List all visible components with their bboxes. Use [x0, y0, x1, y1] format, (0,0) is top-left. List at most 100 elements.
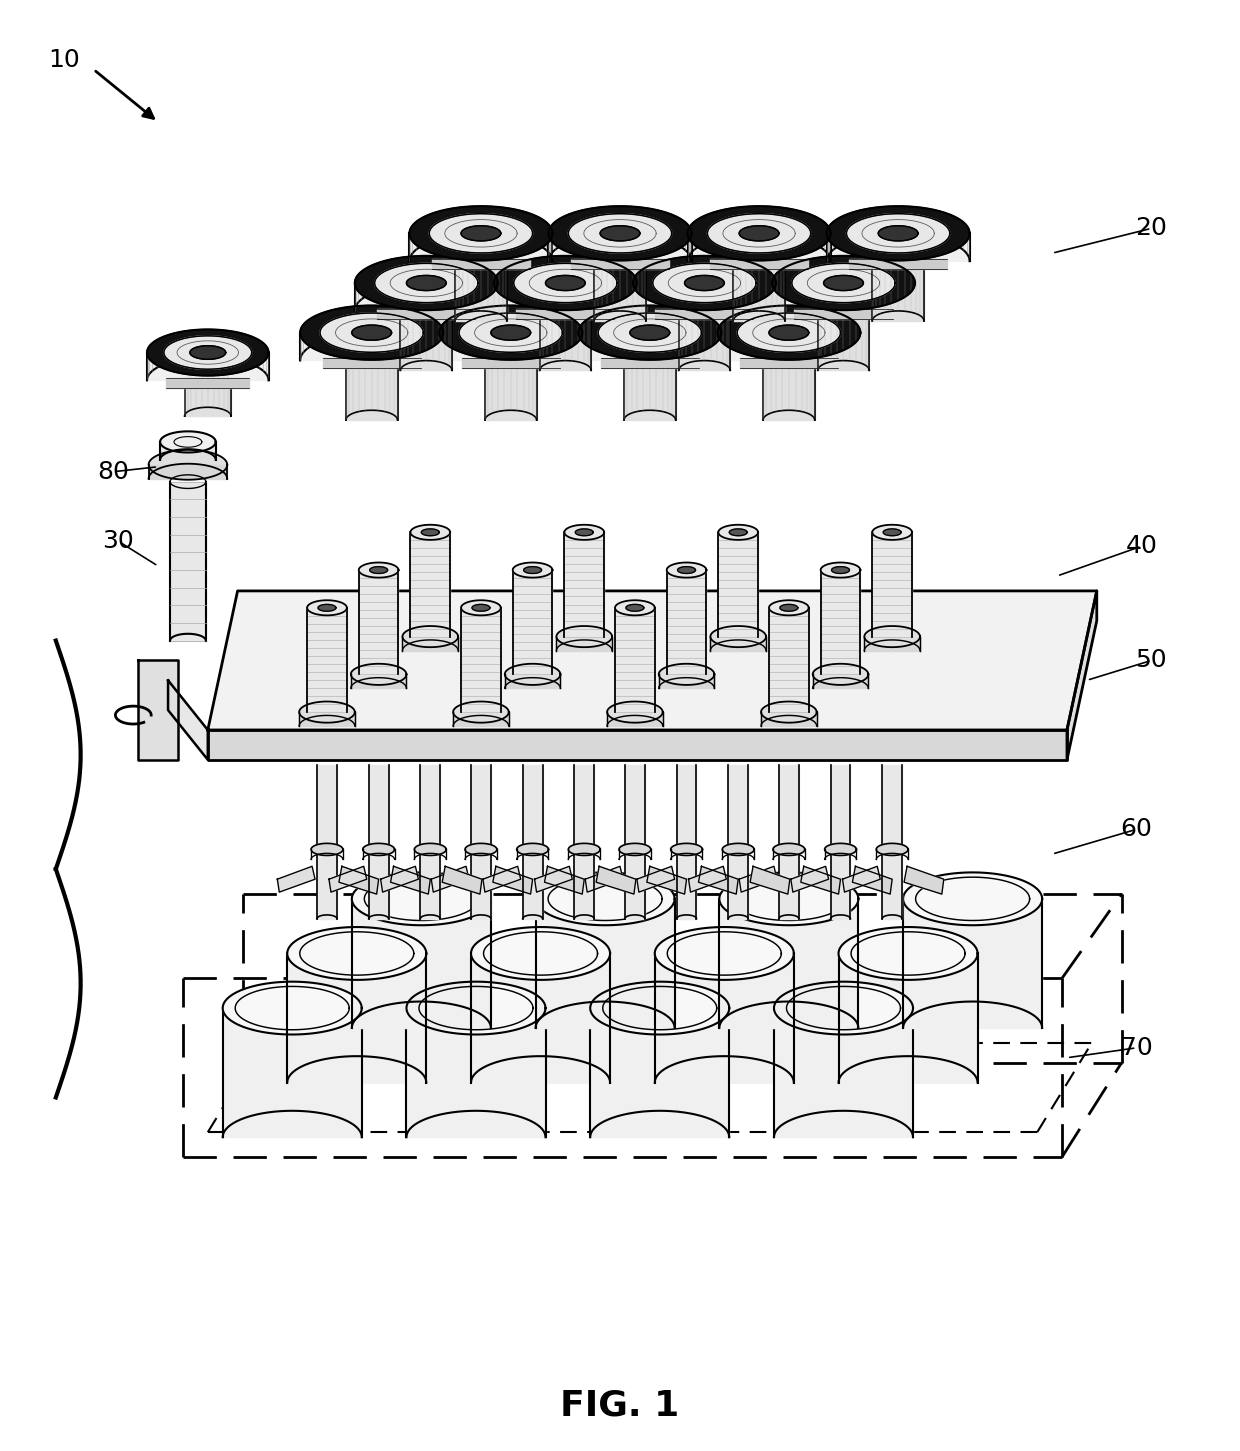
Polygon shape	[432, 866, 469, 892]
Polygon shape	[494, 255, 637, 311]
Polygon shape	[358, 570, 398, 675]
Polygon shape	[739, 226, 779, 241]
Polygon shape	[288, 927, 427, 979]
Text: 20: 20	[1136, 216, 1167, 241]
Polygon shape	[160, 443, 216, 460]
Polygon shape	[812, 675, 868, 688]
Polygon shape	[429, 213, 533, 252]
Polygon shape	[317, 605, 336, 611]
Polygon shape	[523, 567, 542, 573]
Polygon shape	[655, 927, 794, 979]
Polygon shape	[882, 765, 901, 918]
Text: 40: 40	[1126, 534, 1157, 559]
Polygon shape	[574, 765, 594, 918]
Polygon shape	[687, 206, 831, 261]
Polygon shape	[872, 261, 924, 321]
Polygon shape	[698, 866, 738, 894]
Polygon shape	[410, 525, 450, 540]
Polygon shape	[632, 255, 776, 311]
Polygon shape	[512, 570, 553, 675]
Polygon shape	[185, 380, 231, 416]
Polygon shape	[590, 982, 729, 1035]
Polygon shape	[585, 866, 622, 892]
Polygon shape	[564, 525, 604, 540]
Polygon shape	[355, 255, 497, 311]
Polygon shape	[864, 637, 920, 650]
Polygon shape	[278, 866, 315, 892]
Polygon shape	[838, 927, 977, 979]
Polygon shape	[461, 608, 501, 712]
Polygon shape	[769, 325, 808, 340]
Polygon shape	[598, 313, 702, 353]
Polygon shape	[288, 953, 427, 1082]
Polygon shape	[300, 306, 443, 360]
Polygon shape	[823, 276, 863, 290]
Polygon shape	[632, 255, 776, 311]
Polygon shape	[667, 570, 707, 675]
Polygon shape	[138, 660, 179, 760]
Polygon shape	[414, 843, 446, 856]
Polygon shape	[355, 255, 497, 311]
Polygon shape	[847, 213, 950, 252]
Polygon shape	[711, 637, 766, 650]
Polygon shape	[578, 306, 722, 360]
Polygon shape	[539, 311, 591, 370]
Polygon shape	[352, 898, 491, 1027]
Polygon shape	[170, 482, 206, 640]
Polygon shape	[223, 1008, 362, 1138]
Polygon shape	[872, 533, 913, 637]
Polygon shape	[512, 563, 553, 577]
Polygon shape	[149, 464, 227, 479]
Polygon shape	[608, 701, 662, 723]
Polygon shape	[832, 567, 849, 573]
Polygon shape	[849, 260, 947, 268]
Polygon shape	[864, 625, 920, 647]
Polygon shape	[491, 325, 531, 340]
Polygon shape	[160, 431, 216, 453]
Polygon shape	[148, 329, 269, 376]
Polygon shape	[774, 1008, 913, 1138]
Polygon shape	[739, 866, 777, 892]
Polygon shape	[877, 843, 908, 856]
Polygon shape	[590, 1008, 729, 1138]
Polygon shape	[439, 306, 583, 360]
Polygon shape	[711, 260, 808, 268]
Polygon shape	[317, 765, 337, 918]
Polygon shape	[407, 276, 446, 290]
Polygon shape	[536, 872, 675, 926]
Polygon shape	[637, 866, 675, 892]
Polygon shape	[517, 843, 548, 856]
Polygon shape	[308, 601, 347, 615]
Polygon shape	[872, 525, 913, 540]
Polygon shape	[677, 567, 696, 573]
Polygon shape	[534, 866, 573, 892]
Polygon shape	[718, 306, 861, 360]
Polygon shape	[322, 358, 420, 369]
Text: 80: 80	[98, 460, 129, 483]
Polygon shape	[667, 563, 707, 577]
Polygon shape	[374, 264, 477, 303]
Polygon shape	[505, 663, 560, 685]
Polygon shape	[223, 982, 362, 1035]
Polygon shape	[420, 765, 440, 918]
Polygon shape	[718, 533, 758, 637]
Polygon shape	[568, 843, 600, 856]
Polygon shape	[352, 325, 392, 340]
Polygon shape	[773, 843, 805, 856]
Polygon shape	[729, 530, 748, 535]
Text: FIG. 1: FIG. 1	[560, 1389, 680, 1422]
Polygon shape	[407, 982, 546, 1035]
Polygon shape	[472, 605, 490, 611]
Polygon shape	[825, 843, 857, 856]
Polygon shape	[838, 953, 977, 1082]
Polygon shape	[557, 625, 613, 647]
Polygon shape	[779, 765, 799, 918]
Polygon shape	[548, 206, 692, 261]
Polygon shape	[630, 325, 670, 340]
Polygon shape	[564, 533, 604, 637]
Polygon shape	[166, 379, 249, 389]
Polygon shape	[453, 712, 508, 726]
Polygon shape	[443, 866, 482, 894]
Polygon shape	[522, 765, 543, 918]
Polygon shape	[352, 872, 491, 926]
